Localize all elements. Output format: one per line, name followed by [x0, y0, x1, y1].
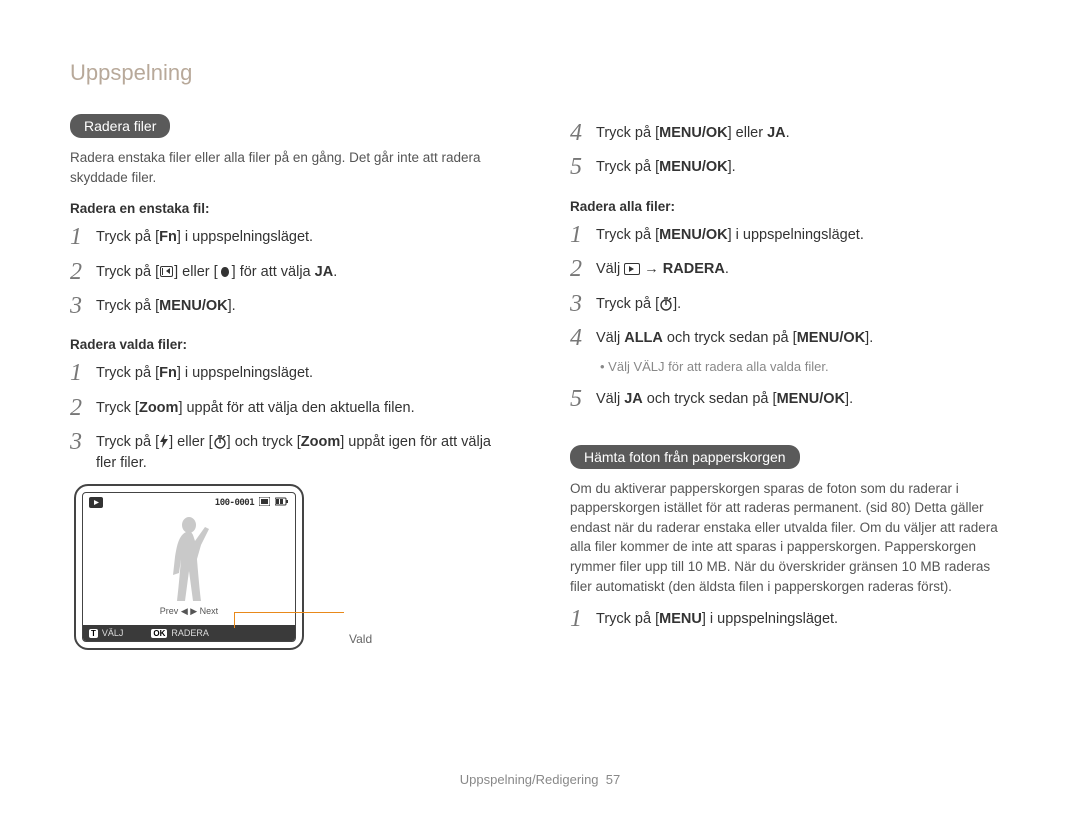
r-step-4: 4 Välj ALLA och tryck sedan på [MENU/OK]…: [570, 325, 1010, 351]
step-number: 4: [570, 120, 596, 146]
step-text: Tryck på [MENU/OK].: [596, 154, 736, 178]
step-text: Tryck på [] eller [] och tryck [Zoom] up…: [96, 429, 510, 474]
step-text: Tryck på [MENU/OK] eller JA.: [596, 120, 790, 144]
step-2: 2 Tryck på [] eller [] för att välja JA.: [70, 259, 510, 285]
page-footer: Uppspelning/Redigering 57: [0, 772, 1080, 787]
step-number: 1: [70, 360, 96, 386]
step-text: Tryck på [] eller [] för att välja JA.: [96, 259, 337, 283]
step-5: 5 Tryck på [MENU/OK].: [570, 154, 1010, 180]
subheading-selected: Radera valda filer:: [70, 337, 510, 352]
prev-frame-icon: [160, 266, 173, 277]
callout-line: [234, 612, 344, 613]
r-step-3: 3 Tryck på [].: [570, 291, 1010, 317]
step-number: 3: [70, 429, 96, 455]
step-text: Välj JA och tryck sedan på [MENU/OK].: [596, 386, 853, 410]
step-text: Tryck på [MENU/OK] i uppspelningsläget.: [596, 222, 864, 246]
file-counter: 100-0001: [215, 497, 289, 510]
pill-papperskorgen: Hämta foton från papperskorgen: [570, 445, 800, 469]
section-header: Uppspelning: [70, 60, 1010, 86]
step-number: 1: [70, 224, 96, 250]
step-text: Tryck på [MENU] i uppspelningsläget.: [596, 606, 838, 630]
step-text: Välj ALLA och tryck sedan på [MENU/OK].: [596, 325, 873, 349]
step-number: 3: [570, 291, 596, 317]
prev-next-indicator: Prev ◀ ▶ Next: [160, 606, 218, 617]
intro-text: Radera enstaka filer eller alla filer på…: [70, 148, 510, 187]
step-number: 1: [570, 606, 596, 632]
step-text: Tryck på [Fn] i uppspelningsläget.: [96, 224, 313, 248]
camera-screen-illustration: 100-0001 Prev ◀ ▶ Next T VÄLJ: [74, 484, 304, 650]
pill-radera-filer: Radera filer: [70, 114, 170, 138]
step-4: 4 Tryck på [MENU/OK] eller JA.: [570, 120, 1010, 146]
two-column-layout: Radera filer Radera enstaka filer eller …: [70, 114, 1010, 650]
step-number: 5: [570, 154, 596, 180]
timer-icon: [659, 297, 673, 311]
r-step-1: 1 Tryck på [MENU/OK] i uppspelningsläget…: [570, 222, 1010, 248]
bullet-note: Välj VÄLJ för att radera alla valda file…: [600, 359, 1010, 374]
p-step-1: 1 Tryck på [MENU] i uppspelningsläget.: [570, 606, 1010, 632]
key-ok: OK: [151, 629, 167, 638]
play-mode-icon: [624, 263, 640, 275]
camera-bottom-bar: T VÄLJ OK RADERA: [83, 625, 295, 641]
recycle-bin-paragraph: Om du aktiverar papperskorgen sparas de …: [570, 479, 1010, 596]
step-3b: 3 Tryck på [] eller [] och tryck [Zoom] …: [70, 429, 510, 474]
r-step-2: 2 Välj → RADERA.: [570, 256, 1010, 282]
step-number: 2: [70, 395, 96, 421]
step-number: 2: [570, 256, 596, 282]
label-radera: RADERA: [171, 628, 209, 638]
right-column: 4 Tryck på [MENU/OK] eller JA. 5 Tryck p…: [570, 114, 1010, 650]
label-valj: VÄLJ: [102, 628, 124, 638]
step-number: 5: [570, 386, 596, 412]
macro-icon: [218, 264, 232, 276]
step-number: 3: [70, 293, 96, 319]
flash-icon: [159, 434, 169, 448]
step-2b: 2 Tryck [Zoom] uppåt för att välja den a…: [70, 395, 510, 421]
subheading-all: Radera alla filer:: [570, 199, 1010, 214]
step-1: 1 Tryck på [Fn] i uppspelningsläget.: [70, 224, 510, 250]
key-t: T: [89, 629, 98, 638]
step-text: Välj → RADERA.: [596, 256, 729, 280]
step-number: 2: [70, 259, 96, 285]
left-column: Radera filer Radera enstaka filer eller …: [70, 114, 510, 650]
r-step-5: 5 Välj JA och tryck sedan på [MENU/OK].: [570, 386, 1010, 412]
step-text: Tryck på [MENU/OK].: [96, 293, 236, 317]
step-3: 3 Tryck på [MENU/OK].: [70, 293, 510, 319]
timer-icon: [213, 435, 227, 449]
callout-label: Vald: [349, 632, 372, 646]
step-number: 4: [570, 325, 596, 351]
step-text: Tryck på [Fn] i uppspelningsläget.: [96, 360, 313, 384]
subheading-single: Radera en enstaka fil:: [70, 201, 510, 216]
step-1b: 1 Tryck på [Fn] i uppspelningsläget.: [70, 360, 510, 386]
step-text: Tryck på [].: [596, 291, 681, 315]
figure-silhouette: [159, 515, 219, 608]
step-text: Tryck [Zoom] uppåt för att välja den akt…: [96, 395, 415, 419]
playback-mode-icon: [89, 497, 103, 510]
step-number: 1: [570, 222, 596, 248]
